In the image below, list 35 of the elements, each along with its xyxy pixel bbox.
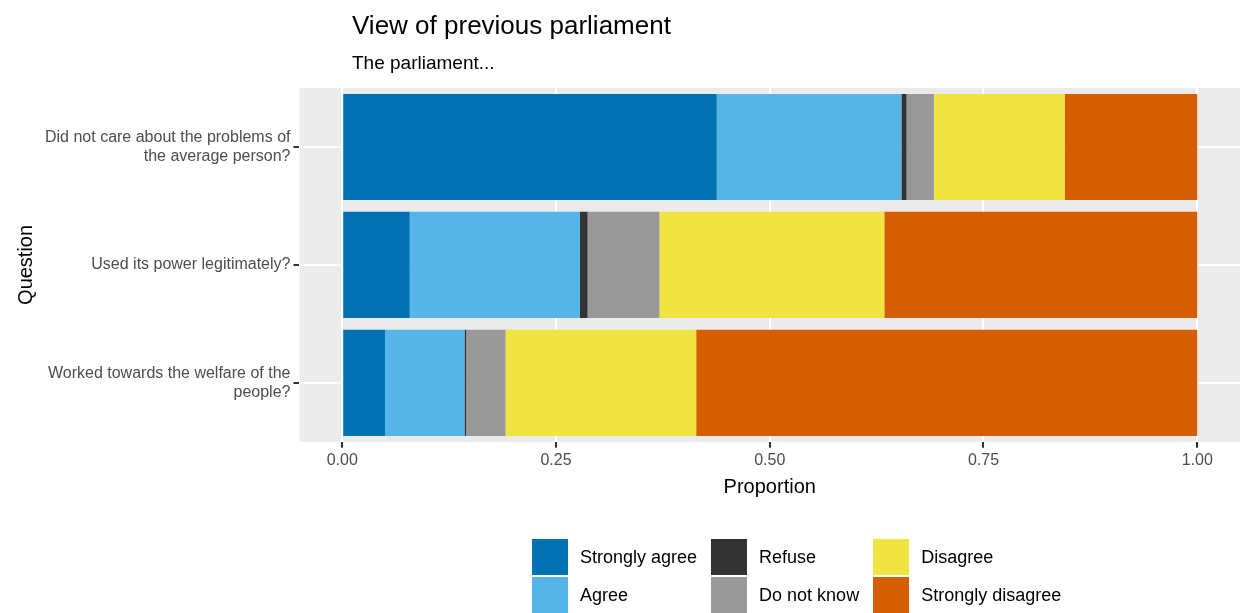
bar <box>587 211 660 318</box>
bar <box>384 329 465 436</box>
bar <box>906 93 934 201</box>
y-tick-label: Worked towards the welfare of the people? <box>47 363 291 400</box>
bar <box>884 211 1198 318</box>
bar <box>466 329 506 436</box>
bar <box>716 93 902 201</box>
bar <box>1064 93 1198 201</box>
bar <box>659 211 885 318</box>
x-axis-title: Proportion <box>723 474 816 497</box>
x-tick-label: 1.00 <box>1181 450 1213 468</box>
chart-subtitle: The parliament... <box>352 52 495 74</box>
x-tick-label: 0.50 <box>754 450 786 468</box>
legend-label: Strongly agree <box>580 546 698 568</box>
bar <box>343 329 385 436</box>
bar <box>409 211 580 318</box>
y-tick-label: Did not care about the problems of the average person? <box>44 127 292 164</box>
chart-title: View of previous parliament <box>352 10 671 41</box>
x-tick-label: 0.25 <box>540 450 572 468</box>
bar <box>505 329 697 436</box>
bar <box>901 93 907 201</box>
legend-label: Refuse <box>759 546 817 568</box>
bar <box>343 93 717 201</box>
bar <box>343 211 410 318</box>
legend-label: Do not know <box>759 584 860 606</box>
bar <box>696 329 1198 436</box>
x-tick-label: 0.00 <box>326 450 358 468</box>
y-axis-title: Question <box>13 224 36 305</box>
legend-label: Disagree <box>921 546 994 568</box>
bar <box>579 211 588 318</box>
legend-label: Agree <box>580 584 629 606</box>
legend-label: Strongly disagree <box>921 584 1062 606</box>
x-tick-label: 0.75 <box>967 450 1000 468</box>
bar <box>933 93 1065 201</box>
y-tick-label: Used its power legitimately? <box>91 255 291 273</box>
